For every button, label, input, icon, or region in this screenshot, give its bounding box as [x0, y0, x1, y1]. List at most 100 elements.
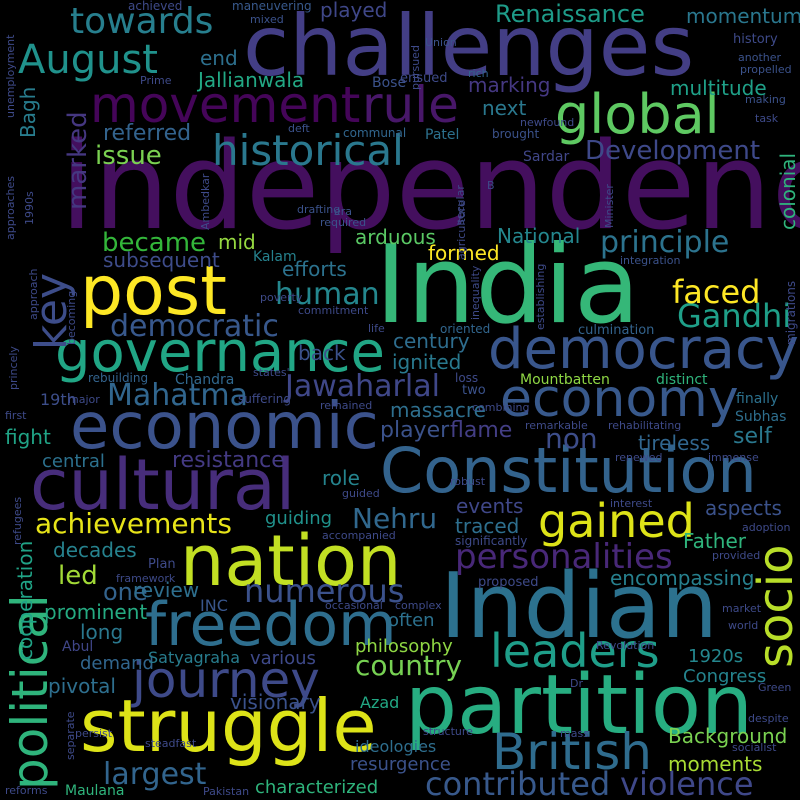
- word-non: non: [545, 422, 598, 455]
- word-chandra: Chandra: [175, 372, 235, 388]
- word-multitude: multitude: [670, 76, 767, 100]
- word-first: first: [5, 409, 27, 422]
- word-culmination: culmination: [578, 323, 655, 338]
- word-combining: combining: [472, 401, 530, 414]
- word-resistance: resistance: [172, 448, 285, 473]
- word-journey: journey: [132, 651, 320, 709]
- word-guided: guided: [342, 487, 380, 500]
- word-sardar: Sardar: [523, 149, 570, 165]
- word-provided: provided: [712, 549, 761, 562]
- word-two: two: [462, 383, 486, 398]
- word-freedom: freedom: [145, 590, 397, 660]
- word-massacre: massacre: [390, 398, 486, 422]
- word-immense: immense: [708, 451, 759, 464]
- word-commitment: commitment: [298, 304, 369, 317]
- word-proposed: proposed: [478, 575, 539, 590]
- word-back: back: [298, 341, 346, 365]
- word-role: role: [322, 466, 360, 490]
- word-constitution: Constitution: [380, 434, 757, 507]
- word-maulana: Maulana: [65, 783, 125, 799]
- word-traced: traced: [455, 514, 520, 538]
- word-faced: faced: [672, 273, 761, 311]
- word-self: self: [733, 424, 772, 449]
- word-mixed: mixed: [250, 13, 284, 26]
- word-economic: economic: [70, 390, 379, 464]
- word-struggle: struggle: [80, 684, 377, 768]
- word-efforts: efforts: [282, 257, 347, 281]
- word-poverty: poverty: [260, 291, 303, 304]
- word-ignited: ignited: [392, 350, 462, 374]
- word-bagh: Bagh: [16, 86, 40, 138]
- word-establishing: establishing: [534, 263, 547, 330]
- word-cultural: cultural: [30, 444, 296, 526]
- word-democratic: democratic: [110, 309, 279, 344]
- word-separate: separate: [64, 711, 77, 760]
- word-indian: Indian: [440, 554, 718, 659]
- word-largest: largest: [103, 757, 207, 792]
- word-fight: fight: [5, 425, 51, 449]
- word-despite: despite: [748, 712, 789, 725]
- word-task: task: [755, 112, 779, 125]
- word-rebuilding: rebuilding: [88, 371, 149, 385]
- word-guiding: guiding: [265, 508, 333, 529]
- word-drafting: drafting: [297, 203, 341, 216]
- word-history: history: [733, 32, 778, 47]
- word-towards: towards: [70, 1, 214, 42]
- word-refugees: refugees: [11, 496, 24, 545]
- word-often: often: [388, 610, 435, 631]
- word-states: states': [253, 366, 290, 379]
- word-socialist: socialist: [732, 741, 777, 754]
- word-father: Father: [683, 529, 746, 553]
- word-robust: robust: [450, 475, 486, 488]
- word-subsequent: subsequent: [103, 248, 220, 272]
- word-background: Background: [668, 724, 788, 748]
- word-historical: historical: [212, 126, 404, 175]
- word-led: led: [58, 561, 98, 591]
- word-rule: rule: [362, 76, 459, 134]
- word-required: required: [320, 216, 367, 229]
- word-movement: movement: [90, 76, 361, 134]
- word-formed: formed: [428, 241, 500, 265]
- word-prominent: prominent: [44, 600, 148, 624]
- word-kalam: Kalam: [253, 249, 297, 265]
- word-green: Green: [758, 681, 792, 694]
- word-arduous: arduous: [355, 225, 436, 249]
- word-subhas: Subhas: [735, 409, 787, 425]
- word-rehabilitating: rehabilitating: [608, 419, 682, 432]
- word-integration: integration: [620, 254, 681, 267]
- word-suffering: suffering: [238, 392, 291, 406]
- word-development: Development: [585, 136, 761, 166]
- word-remained: remained: [320, 399, 373, 412]
- word-resurgence: resurgence: [350, 754, 451, 775]
- word-communal: communal: [343, 126, 407, 140]
- word-principle: principle: [600, 225, 730, 260]
- word-making: making: [745, 93, 786, 106]
- word-structure: structure: [423, 725, 473, 738]
- word-personalities: personalities: [455, 537, 673, 577]
- word-national: National: [497, 224, 581, 248]
- word-independence: independence: [60, 118, 800, 257]
- word-review: review: [133, 578, 200, 602]
- word-encompassing: encompassing: [610, 566, 755, 590]
- word-long: long: [80, 620, 124, 644]
- word-approach: approach: [27, 268, 40, 320]
- word-aspects: aspects: [705, 496, 782, 520]
- word-world: world: [728, 619, 759, 632]
- word-migrations: migrations: [784, 280, 798, 345]
- word-inc: INC: [200, 596, 228, 615]
- word-remarkable: remarkable: [525, 419, 588, 432]
- word-democracy: democracy: [488, 317, 799, 382]
- word-significantly: significantly: [455, 534, 528, 548]
- word-distinct: distinct: [656, 372, 708, 388]
- word-steadfast: steadfast: [145, 737, 197, 750]
- word-marked: marked: [63, 111, 93, 210]
- word-ambedkar: Ambedkar: [199, 173, 212, 230]
- word-central: central: [42, 451, 105, 472]
- word-next: next: [482, 96, 527, 120]
- word-plan: Plan: [148, 557, 176, 572]
- word-brought: brought: [492, 127, 540, 141]
- word-propelled: propelled: [740, 63, 792, 76]
- word-1990s: 1990s: [23, 191, 36, 225]
- word-century: century: [393, 329, 470, 353]
